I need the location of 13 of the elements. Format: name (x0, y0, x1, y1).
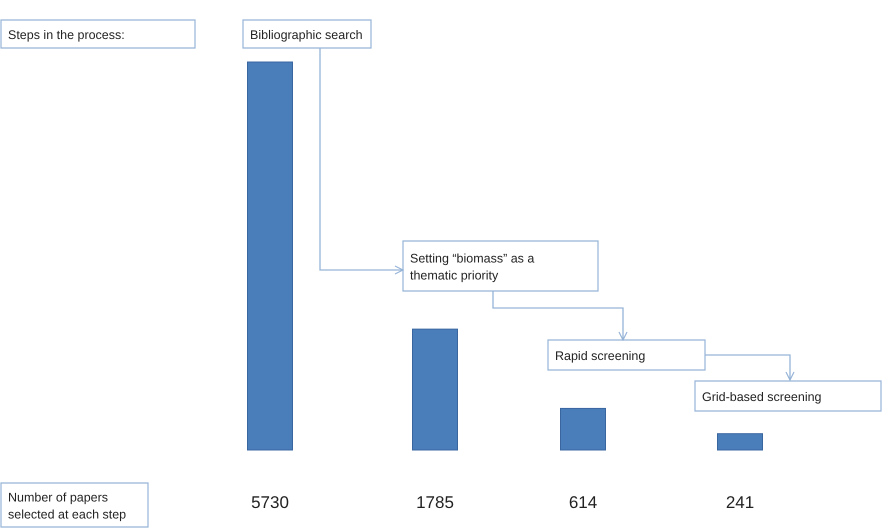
data-label: 1785 (416, 493, 454, 512)
bar (247, 62, 293, 450)
x-tick-label: Rapid screening (555, 349, 646, 363)
data-label: 5730 (251, 493, 289, 512)
x-tick-label: Bibliographic search (250, 28, 363, 42)
bar (560, 408, 606, 450)
x-tick-label: Grid-based screening (702, 390, 822, 404)
text: Steps in the process: (8, 28, 125, 42)
data-label: 241 (726, 493, 754, 512)
bar (717, 433, 763, 450)
text: Number of papers selected at each step (8, 490, 126, 522)
data-label: 614 (568, 493, 598, 512)
x-tick-label: Setting “biomass” as a thematic priority (410, 252, 534, 282)
